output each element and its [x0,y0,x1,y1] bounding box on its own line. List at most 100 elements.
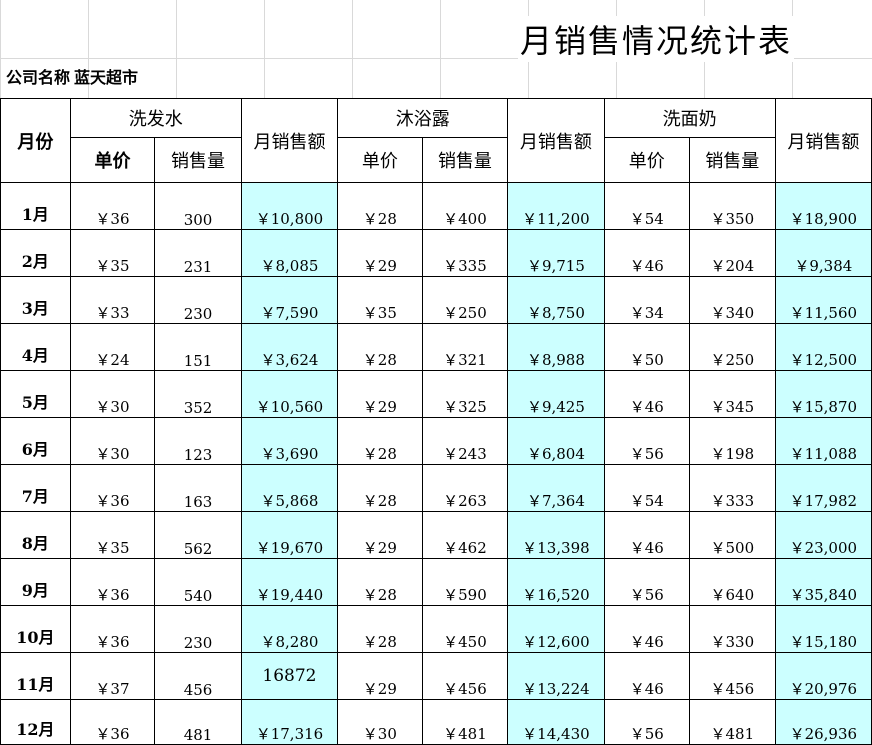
cell-price[interactable]: ￥28 [337,558,423,606]
cell-amount[interactable]: ￥19,670 [240,511,339,559]
cell-quantity[interactable]: ￥325 [421,370,509,418]
cell-quantity[interactable]: ￥345 [688,370,776,418]
cell-quantity[interactable]: ￥456 [421,652,509,700]
cell-price[interactable]: ￥29 [337,511,423,559]
cell-price[interactable]: ￥28 [337,323,423,371]
cell-amount[interactable]: ￥8,280 [240,605,339,653]
cell-month[interactable]: 5月 [0,370,71,418]
header-price[interactable]: 单价 [69,137,156,183]
cell-amount[interactable]: ￥10,800 [240,182,339,230]
cell-price[interactable]: ￥28 [337,417,423,465]
cell-amount[interactable]: ￥8,750 [507,276,605,324]
cell-month[interactable]: 6月 [0,417,71,465]
cell-price[interactable]: ￥54 [603,182,690,230]
header-quantity[interactable]: 销售量 [421,137,509,183]
cell-quantity[interactable]: ￥250 [421,276,509,324]
cell-month[interactable]: 1月 [0,182,71,230]
cell-quantity[interactable]: 230 [154,605,242,653]
cell-price[interactable]: ￥30 [69,370,156,418]
cell-amount[interactable]: ￥15,180 [774,605,872,653]
cell-month[interactable]: 12月 [0,699,71,745]
cell-quantity[interactable]: ￥500 [688,511,776,559]
cell-amount[interactable]: ￥18,900 [774,182,872,230]
cell-amount[interactable]: ￥13,398 [507,511,605,559]
cell-amount[interactable]: ￥9,715 [507,229,605,277]
cell-price[interactable]: ￥36 [69,182,156,230]
cell-amount[interactable]: ￥8,988 [507,323,605,371]
cell-amount[interactable]: ￥11,560 [774,276,872,324]
cell-quantity[interactable]: ￥204 [688,229,776,277]
cell-price[interactable]: ￥30 [337,699,423,745]
cell-amount[interactable]: ￥5,868 [240,464,339,512]
cell-price[interactable]: ￥46 [603,511,690,559]
header-product-cleanser[interactable]: 洗面奶 [603,98,776,138]
cell-price[interactable]: ￥36 [69,699,156,745]
cell-price[interactable]: ￥34 [603,276,690,324]
cell-price[interactable]: ￥29 [337,229,423,277]
cell-amount[interactable]: ￥11,088 [774,417,872,465]
cell-price[interactable]: ￥56 [603,699,690,745]
cell-amount[interactable]: ￥7,364 [507,464,605,512]
cell-amount[interactable]: ￥9,425 [507,370,605,418]
cell-quantity[interactable]: 352 [154,370,242,418]
cell-amount[interactable]: ￥17,316 [240,699,339,745]
cell-price[interactable]: ￥50 [603,323,690,371]
cell-quantity[interactable]: ￥335 [421,229,509,277]
header-product-bodywash[interactable]: 沐浴露 [337,98,509,138]
cell-quantity[interactable]: 300 [154,182,242,230]
cell-month[interactable]: 10月 [0,605,71,653]
cell-quantity[interactable]: ￥198 [688,417,776,465]
cell-amount[interactable]: ￥12,500 [774,323,872,371]
cell-quantity[interactable]: ￥462 [421,511,509,559]
cell-amount[interactable]: ￥13,224 [507,652,605,700]
cell-amount[interactable]: ￥15,870 [774,370,872,418]
cell-price[interactable]: ￥36 [69,464,156,512]
cell-price[interactable]: ￥56 [603,417,690,465]
cell-quantity[interactable]: ￥481 [421,699,509,745]
cell-price[interactable]: ￥36 [69,605,156,653]
cell-price[interactable]: ￥36 [69,558,156,606]
header-product-shampoo[interactable]: 洗发水 [69,98,242,138]
cell-quantity[interactable]: ￥481 [688,699,776,745]
cell-price[interactable]: ￥28 [337,182,423,230]
cell-quantity[interactable]: ￥456 [688,652,776,700]
cell-price[interactable]: ￥33 [69,276,156,324]
header-price[interactable]: 单价 [603,137,690,183]
cell-price[interactable]: ￥46 [603,652,690,700]
header-amount-shampoo[interactable]: 月销售额 [240,98,339,183]
cell-month[interactable]: 9月 [0,558,71,606]
cell-quantity[interactable]: ￥640 [688,558,776,606]
cell-month[interactable]: 7月 [0,464,71,512]
cell-quantity[interactable]: 481 [154,699,242,745]
cell-amount[interactable]: ￥8,085 [240,229,339,277]
cell-amount[interactable]: ￥35,840 [774,558,872,606]
cell-amount[interactable]: ￥12,600 [507,605,605,653]
cell-quantity[interactable]: ￥350 [688,182,776,230]
cell-quantity[interactable]: ￥243 [421,417,509,465]
cell-amount[interactable]: ￥3,624 [240,323,339,371]
cell-price[interactable]: ￥35 [69,229,156,277]
cell-quantity[interactable]: ￥450 [421,605,509,653]
cell-amount[interactable]: ￥26,936 [774,699,872,745]
cell-price[interactable]: ￥28 [337,464,423,512]
cell-price[interactable]: ￥46 [603,370,690,418]
cell-price[interactable]: ￥30 [69,417,156,465]
cell-month[interactable]: 11月 [0,652,71,700]
header-quantity[interactable]: 销售量 [688,137,776,183]
cell-amount[interactable]: ￥16,520 [507,558,605,606]
cell-amount[interactable]: ￥19,440 [240,558,339,606]
cell-price[interactable]: ￥28 [337,605,423,653]
cell-month[interactable]: 4月 [0,323,71,371]
cell-quantity[interactable]: 231 [154,229,242,277]
cell-price[interactable]: ￥35 [69,511,156,559]
cell-quantity[interactable]: ￥340 [688,276,776,324]
cell-price[interactable]: ￥37 [69,652,156,700]
cell-price[interactable]: ￥54 [603,464,690,512]
cell-amount[interactable]: ￥7,590 [240,276,339,324]
header-month[interactable]: 月份 [0,98,71,183]
cell-amount[interactable]: 16872 [240,652,339,700]
cell-price[interactable]: ￥46 [603,229,690,277]
cell-amount[interactable]: ￥17,982 [774,464,872,512]
cell-quantity[interactable]: 151 [154,323,242,371]
cell-price[interactable]: ￥24 [69,323,156,371]
